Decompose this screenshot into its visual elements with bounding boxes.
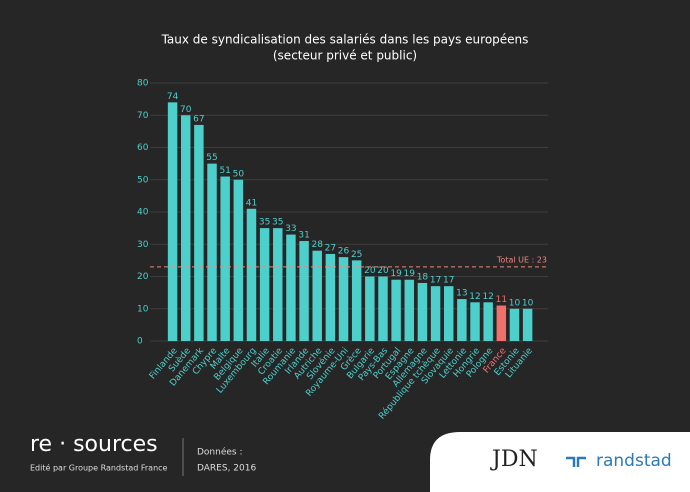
bar <box>443 286 454 341</box>
value-label: 27 <box>325 243 336 253</box>
bar <box>220 176 230 341</box>
bar <box>286 234 296 341</box>
reference-label: Total UE : 23 <box>496 255 547 264</box>
chart-title: Taux de syndicalisation des salariés dan… <box>161 33 529 47</box>
y-tick-label: 70 <box>137 111 149 121</box>
y-tick-label: 0 <box>137 337 143 347</box>
bar <box>483 302 493 341</box>
bar <box>470 302 480 341</box>
chart-subtitle: (secteur privé et public) <box>273 49 417 63</box>
value-label: 28 <box>311 240 323 250</box>
value-label: 20 <box>364 266 376 276</box>
value-label: 70 <box>180 105 192 115</box>
value-label: 17 <box>443 276 454 286</box>
bar <box>167 102 178 341</box>
y-tick-label: 10 <box>137 304 149 314</box>
source-title: Données : <box>197 447 243 458</box>
bar <box>509 308 520 341</box>
bar <box>522 308 533 341</box>
bar <box>180 115 191 341</box>
bar <box>194 124 204 341</box>
logo-icon <box>566 456 586 467</box>
bar <box>391 279 401 341</box>
value-label: 10 <box>522 298 534 308</box>
bar <box>246 208 257 341</box>
bar <box>325 253 336 341</box>
value-label: 26 <box>338 247 350 257</box>
bar <box>338 257 349 341</box>
value-label: 13 <box>456 289 467 299</box>
bar <box>378 276 388 341</box>
bar <box>365 276 375 341</box>
value-label: 35 <box>259 218 270 228</box>
value-label: 41 <box>246 198 257 208</box>
bar <box>273 228 283 341</box>
bar <box>233 179 244 341</box>
source: DARES, 2016 <box>197 464 256 474</box>
bar <box>259 228 270 341</box>
y-tick-label: 80 <box>137 79 149 89</box>
partner: JDN <box>490 447 538 472</box>
value-label: 33 <box>285 224 296 234</box>
value-label: 19 <box>404 269 416 279</box>
publisher: Edité par Groupe Randstad France <box>30 463 168 473</box>
bar <box>404 279 415 341</box>
value-label: 19 <box>390 269 402 279</box>
bar <box>207 163 217 341</box>
y-tick-label: 20 <box>137 272 149 282</box>
value-label: 50 <box>233 169 245 179</box>
value-label: 18 <box>417 272 429 282</box>
value-label: 51 <box>219 166 230 176</box>
value-label: 31 <box>298 231 309 241</box>
value-label: 17 <box>430 276 441 286</box>
y-tick-label: 60 <box>137 143 149 153</box>
y-tick-label: 40 <box>137 208 149 218</box>
bar <box>417 282 428 341</box>
bar <box>496 305 507 341</box>
value-label: 11 <box>496 295 507 305</box>
brand: re · sources <box>30 432 158 457</box>
value-label: 67 <box>193 114 204 124</box>
value-label: 10 <box>509 298 521 308</box>
value-label: 74 <box>167 92 179 102</box>
value-label: 25 <box>351 250 362 260</box>
value-label: 12 <box>469 292 480 302</box>
y-tick-label: 30 <box>137 240 149 250</box>
bar <box>351 260 362 341</box>
bar <box>457 299 467 341</box>
bar <box>299 241 309 341</box>
value-label: 35 <box>272 218 283 228</box>
footer-panel <box>430 432 690 492</box>
bar <box>430 286 441 341</box>
value-label: 55 <box>206 153 217 163</box>
y-tick-label: 50 <box>137 175 149 185</box>
value-label: 12 <box>482 292 493 302</box>
bar <box>312 250 322 341</box>
value-label: 20 <box>377 266 389 276</box>
logo: randstad <box>596 451 672 471</box>
